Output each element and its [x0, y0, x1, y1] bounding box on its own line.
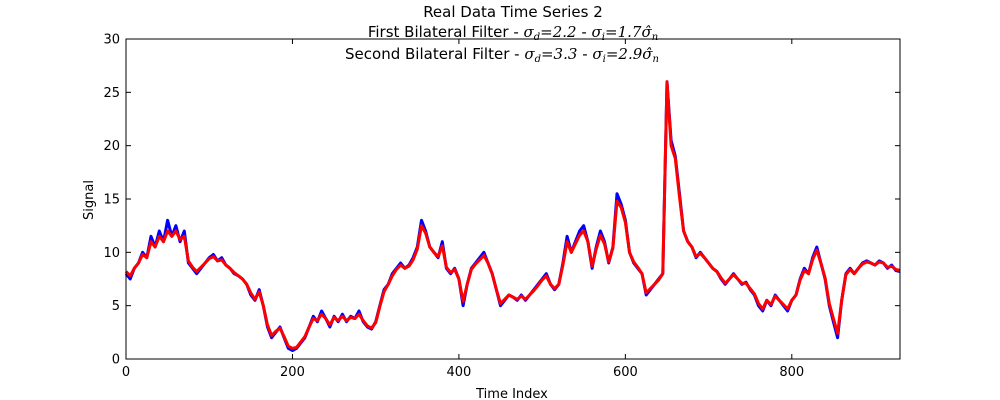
- subtitle-2-prefix: Second Bilateral Filter -: [345, 45, 524, 63]
- subtitle-1-prefix: First Bilateral Filter -: [368, 23, 524, 41]
- y-axis-label: Signal: [82, 180, 97, 220]
- plot-frame: [125, 38, 901, 360]
- subtitle-1-sub-n: n: [652, 32, 658, 43]
- y-tick-label: 20: [103, 139, 120, 154]
- subtitle-1-sigma-d: σ: [524, 23, 535, 41]
- subtitle-2-sub-n: n: [653, 54, 659, 65]
- y-tick-label: 15: [103, 193, 120, 208]
- y-tick-label: 5: [112, 299, 120, 314]
- subtitle-1-eq-d: =2.2: [540, 23, 576, 41]
- chart-subtitle-1: First Bilateral Filter - σd=2.2 - σi=1.7…: [368, 23, 658, 43]
- subtitle-2-sub-d: d: [535, 54, 541, 65]
- subtitle-2-sigma-i: σ: [592, 45, 603, 63]
- subtitle-1-sigma-i: σ: [592, 23, 603, 41]
- subtitle-1-sub-d: d: [534, 32, 540, 43]
- x-tick-label: 600: [613, 365, 638, 380]
- x-axis-label: Time Index: [475, 387, 548, 400]
- subtitle-2-eq-i: =2.9: [606, 45, 643, 63]
- x-tick-label: 800: [779, 365, 804, 380]
- subtitle-2-sigma-hat: σ̂: [642, 45, 653, 63]
- subtitle-1-sep: -: [577, 23, 592, 41]
- y-tick-label: 10: [103, 246, 120, 261]
- chart-title: Real Data Time Series 2: [423, 3, 603, 21]
- y-tick-label: 25: [103, 86, 120, 101]
- subtitle-2-sub-i: i: [603, 54, 606, 65]
- subtitle-2-sep: -: [577, 45, 592, 63]
- series-line-2: [124, 80, 901, 350]
- series-line-1: [124, 80, 901, 352]
- x-tick-label: 200: [280, 365, 305, 380]
- ticks-layer: 0 200 400 600 800 0 5 10 15 20 25 30: [103, 33, 900, 380]
- subtitle-2-eq-d: =3.3: [541, 45, 577, 63]
- series-layer: [124, 80, 901, 352]
- subtitle-1-sigma-hat: σ̂: [641, 23, 652, 41]
- subtitle-1-sub-i: i: [602, 32, 605, 43]
- chart-subtitle-2: Second Bilateral Filter - σd=3.3 - σi=2.…: [345, 45, 659, 65]
- y-tick-label: 30: [103, 33, 120, 48]
- subtitle-2-sigma-d: σ: [524, 45, 535, 63]
- x-tick-label: 0: [122, 365, 130, 380]
- y-tick-label: 0: [112, 353, 120, 368]
- x-tick-label: 400: [446, 365, 471, 380]
- subtitle-1-eq-i: =1.7: [605, 23, 642, 41]
